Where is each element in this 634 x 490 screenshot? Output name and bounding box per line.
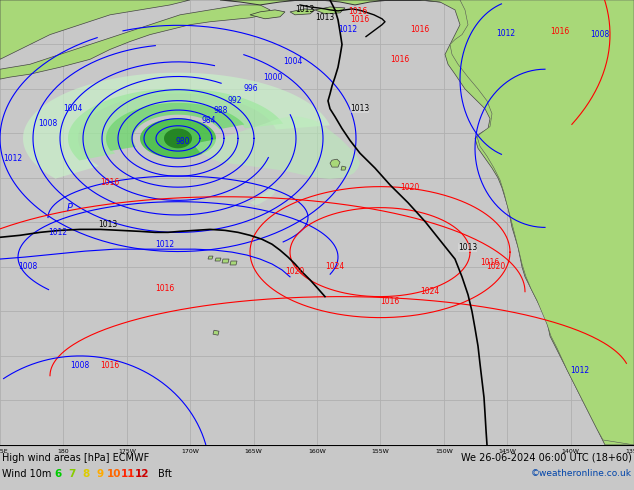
Text: 165W: 165W: [245, 449, 262, 454]
Text: We 26-06-2024 06:00 UTC (18+60): We 26-06-2024 06:00 UTC (18+60): [461, 453, 632, 463]
Text: 10: 10: [107, 469, 121, 479]
Polygon shape: [213, 330, 219, 335]
Text: 175W: 175W: [118, 449, 136, 454]
Text: 1016: 1016: [410, 25, 430, 34]
Polygon shape: [195, 117, 360, 179]
Text: 1013: 1013: [350, 104, 369, 113]
Polygon shape: [208, 256, 213, 259]
Polygon shape: [68, 89, 283, 160]
Text: 1008: 1008: [38, 119, 57, 128]
Text: 1016: 1016: [100, 361, 119, 370]
Text: 1016: 1016: [380, 297, 399, 306]
Text: 1008: 1008: [18, 263, 37, 271]
Text: 8: 8: [82, 469, 89, 479]
Text: 1016: 1016: [351, 15, 370, 24]
Text: 1013: 1013: [98, 220, 118, 229]
Text: 1004: 1004: [283, 57, 302, 66]
Text: 12: 12: [135, 469, 149, 479]
Text: 1012: 1012: [3, 154, 22, 163]
Text: 180: 180: [58, 449, 69, 454]
Text: 1012: 1012: [571, 366, 590, 375]
Polygon shape: [450, 0, 634, 445]
Polygon shape: [330, 159, 340, 167]
Text: 1020: 1020: [486, 263, 505, 271]
Polygon shape: [220, 0, 460, 5]
Text: Bft: Bft: [158, 469, 172, 479]
Text: 1024: 1024: [420, 287, 439, 296]
Text: 9: 9: [96, 469, 103, 479]
Text: 992: 992: [228, 97, 242, 105]
Polygon shape: [140, 119, 216, 158]
Text: 980: 980: [176, 137, 190, 146]
Polygon shape: [420, 0, 634, 445]
Polygon shape: [106, 103, 244, 151]
Polygon shape: [250, 186, 276, 206]
Polygon shape: [0, 5, 270, 79]
Text: 1016: 1016: [391, 55, 410, 64]
Text: 988: 988: [214, 106, 228, 115]
Polygon shape: [0, 0, 190, 59]
Text: 1012: 1012: [48, 228, 67, 237]
Text: 1008: 1008: [70, 361, 89, 370]
Text: 1020: 1020: [285, 268, 304, 276]
Text: Wind 10m: Wind 10m: [2, 469, 51, 479]
Text: ©weatheronline.co.uk: ©weatheronline.co.uk: [531, 469, 632, 478]
Text: 135W: 135W: [625, 449, 634, 454]
Text: 1013: 1013: [458, 243, 477, 252]
Text: 1016: 1016: [550, 27, 569, 36]
Text: 11: 11: [120, 469, 135, 479]
Text: 7: 7: [68, 469, 75, 479]
Text: 1013: 1013: [295, 5, 314, 14]
Text: 170W: 170W: [181, 449, 199, 454]
Text: 1012: 1012: [496, 29, 515, 38]
Text: 175E: 175E: [0, 449, 8, 454]
Text: 1016: 1016: [348, 7, 368, 16]
Text: 1016: 1016: [480, 258, 499, 267]
Polygon shape: [250, 10, 285, 19]
Text: 6: 6: [55, 469, 61, 479]
Text: 155W: 155W: [372, 449, 389, 454]
Polygon shape: [315, 7, 345, 14]
Polygon shape: [164, 128, 192, 148]
Text: 140W: 140W: [562, 449, 579, 454]
Text: 984: 984: [202, 116, 216, 125]
Text: P: P: [67, 203, 73, 213]
Text: 1016: 1016: [100, 178, 119, 187]
Polygon shape: [23, 73, 330, 179]
Text: 1008: 1008: [590, 30, 610, 39]
Text: 150W: 150W: [435, 449, 453, 454]
Text: 1020: 1020: [401, 183, 420, 193]
Polygon shape: [290, 9, 315, 15]
Text: 1000: 1000: [263, 73, 282, 82]
Polygon shape: [215, 258, 221, 261]
Polygon shape: [222, 259, 229, 263]
Text: 145W: 145W: [498, 449, 516, 454]
Text: 1016: 1016: [155, 284, 174, 293]
Text: 1012: 1012: [338, 25, 357, 34]
Polygon shape: [230, 261, 237, 265]
Text: 996: 996: [244, 84, 259, 94]
Text: 1004: 1004: [63, 104, 82, 113]
Text: 1012: 1012: [155, 240, 174, 249]
Polygon shape: [341, 166, 346, 170]
Text: 1013: 1013: [315, 13, 335, 23]
Text: 160W: 160W: [308, 449, 326, 454]
Text: High wind areas [hPa] ECMWF: High wind areas [hPa] ECMWF: [2, 453, 149, 463]
Text: 1024: 1024: [325, 263, 344, 271]
